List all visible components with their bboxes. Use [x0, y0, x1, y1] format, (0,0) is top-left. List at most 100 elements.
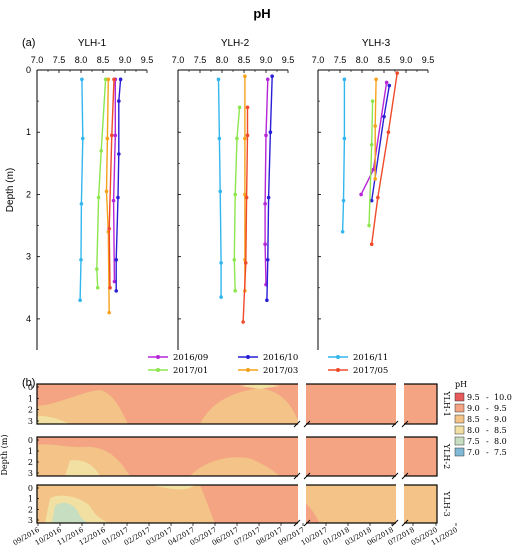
x-tick-label: 7.5	[53, 55, 66, 65]
axis-break-gap	[298, 484, 306, 524]
data-point	[216, 77, 221, 82]
colorbar-to: 8.5	[494, 426, 507, 435]
data-point	[80, 136, 85, 141]
series-line-2016-11	[341, 79, 346, 232]
data-point	[80, 77, 84, 82]
heatmap-frame	[36, 383, 438, 425]
data-point	[106, 77, 111, 82]
profile-subplot-2: 7.0 7.5 8.0 8.5 9.0 9.5	[312, 55, 434, 350]
data-point	[95, 285, 100, 290]
colorbar-sep: -	[486, 393, 489, 402]
series-line-2016-09	[112, 79, 117, 282]
heatmap-fill	[37, 384, 437, 424]
heatmap-fill	[37, 485, 437, 523]
axis-break-gap	[396, 383, 404, 425]
heatmap-site-label: YLH-3	[442, 490, 451, 516]
colorbar-from: 9.5	[467, 393, 480, 402]
colorbar-level: 9.5-10.0	[454, 392, 512, 402]
axis-break-gap	[298, 483, 306, 487]
y-axis-label-profile: Depth (m)	[5, 168, 16, 212]
data-point	[243, 136, 247, 141]
colorbar-to: 8.0	[494, 437, 507, 446]
axis-break-mark	[303, 519, 311, 527]
colorbar-swatch	[454, 392, 465, 402]
colorbar-from: 9.0	[467, 404, 480, 413]
subplot-title-ylh2: YLH-2	[221, 38, 250, 49]
data-point	[107, 310, 111, 315]
series-line-2016-09	[360, 82, 388, 195]
axis-break-gap	[298, 382, 306, 386]
axis-break-gap	[396, 382, 404, 386]
y-tick-label: 1	[26, 127, 31, 137]
x-tick-label: 7.0	[31, 55, 44, 65]
colorbar-to: 7.5	[494, 448, 507, 457]
colorbar-from: 7.5	[467, 437, 480, 446]
legend-swatch-marker	[246, 355, 250, 359]
heatmap-subplot-0: 0 1 2 3 YLH-1	[28, 382, 451, 428]
data-point	[233, 192, 237, 197]
data-point	[112, 279, 117, 284]
heatmap-region	[52, 502, 88, 523]
legend-label: 2017/05	[353, 366, 388, 376]
series-line-2017-05	[371, 72, 398, 245]
axis-break-mark	[401, 519, 409, 527]
figure-title: pH	[253, 6, 270, 21]
data-point	[79, 201, 84, 206]
x-tick-label: 7.5	[334, 55, 347, 65]
colorbar-level: 8.0-8.5	[454, 425, 507, 435]
colorbar-sep: -	[486, 437, 489, 446]
data-point	[359, 192, 363, 197]
x-tick-label: 7.0	[172, 55, 185, 65]
x-tick-label: 8.0	[356, 55, 369, 65]
series-line-2017-05	[108, 79, 115, 288]
heatmap-y-tick-label: 0	[28, 436, 33, 445]
legend-label: 2016/09	[173, 353, 208, 363]
heatmap-region	[37, 415, 70, 424]
axis-break-mark	[293, 420, 301, 428]
axis-break-gap	[396, 483, 404, 487]
data-point	[107, 226, 111, 231]
data-point	[78, 298, 82, 303]
data-point	[369, 198, 374, 203]
profile-subplot-1: 7.0 7.5 8.0 8.5 9.0 9.5	[172, 55, 295, 350]
heatmap-y-tick-label: 2	[28, 458, 33, 467]
data-point	[373, 177, 378, 181]
data-point	[342, 136, 347, 141]
data-point	[367, 223, 371, 228]
colorbar-sep: -	[486, 426, 489, 435]
data-point	[263, 201, 267, 206]
data-point	[395, 71, 400, 75]
x-tick-label: 9.5	[282, 55, 295, 65]
heatmap-y-tick-label: 0	[28, 383, 33, 392]
data-point	[235, 136, 239, 141]
data-point	[386, 130, 391, 135]
heatmap-region	[150, 485, 195, 490]
data-point	[241, 320, 245, 324]
heatmap-region	[190, 457, 280, 476]
data-point	[266, 195, 271, 200]
data-point	[245, 105, 250, 110]
heatmap-y-tick-label: 2	[28, 505, 33, 514]
x-tick-label: 8.0	[216, 55, 229, 65]
legend-swatch-marker	[156, 368, 160, 372]
data-point	[116, 195, 120, 200]
data-point	[373, 124, 378, 128]
x-tick-label: 9.0	[119, 55, 132, 65]
legend-label: 2017/03	[263, 366, 298, 376]
subplot-title-ylh3: YLH-3	[362, 38, 391, 49]
axis-break-gap	[298, 383, 306, 425]
data-point	[243, 74, 247, 79]
panel-b-label: (b)	[22, 377, 35, 389]
y-tick-label: 2	[26, 189, 31, 199]
x-tick-label: 8.0	[75, 55, 88, 65]
colorbar-sep: -	[486, 415, 489, 424]
data-point	[99, 149, 104, 153]
series-line-2016-10	[266, 76, 273, 301]
data-point	[103, 77, 108, 82]
data-point	[270, 74, 274, 79]
data-point	[387, 83, 392, 88]
axis-break-gap	[396, 521, 404, 525]
heatmap-region	[65, 460, 100, 476]
heatmap-subplot-1: 0 1 2 3 YLH-2	[28, 435, 451, 480]
